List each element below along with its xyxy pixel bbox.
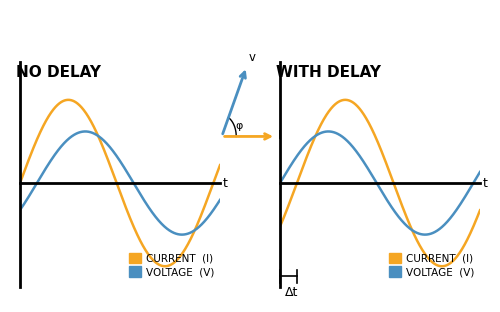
Text: I: I (278, 129, 281, 142)
Legend: CURRENT  (I), VOLTAGE  (V): CURRENT (I), VOLTAGE (V) (388, 252, 475, 277)
Text: φ: φ (236, 121, 242, 131)
Text: t: t (483, 177, 488, 190)
Text: Δt: Δt (286, 286, 299, 299)
Text: WITH DELAY: WITH DELAY (276, 65, 382, 80)
Text: t: t (223, 177, 228, 190)
Text: v: v (248, 51, 256, 64)
Text: NO DELAY: NO DELAY (16, 65, 102, 80)
Legend: CURRENT  (I), VOLTAGE  (V): CURRENT (I), VOLTAGE (V) (128, 252, 215, 277)
